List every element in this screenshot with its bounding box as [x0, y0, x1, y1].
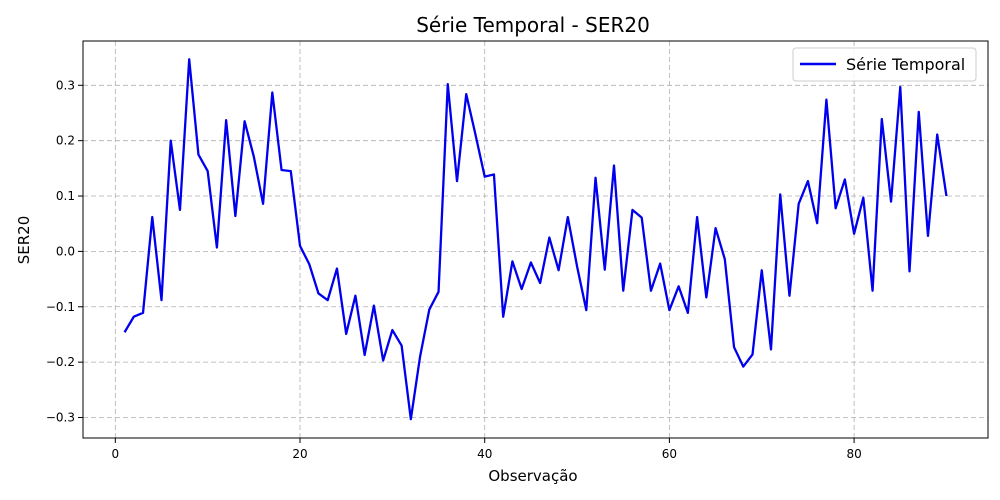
x-tick-label: 0	[112, 447, 120, 461]
x-tick-label: 60	[662, 447, 677, 461]
x-axis-ticks: 0 20 40 60 80	[112, 438, 862, 461]
plot-area-frame	[82, 40, 989, 439]
y-tick-label: 0.2	[56, 134, 75, 148]
x-axis-label: Observação	[488, 467, 577, 485]
y-tick-label: 0.0	[56, 244, 75, 258]
chart-title: Série Temporal - SER20	[416, 13, 650, 37]
series-layer	[123, 58, 948, 421]
y-axis-ticks: −0.3 −0.2 −0.1 0.0 0.1 0.2 0.3	[46, 78, 83, 425]
grid	[83, 41, 988, 438]
legend-box	[792, 47, 977, 82]
y-tick-label: −0.2	[46, 355, 75, 369]
y-tick-label: −0.3	[46, 411, 75, 425]
legend: Série Temporal	[792, 47, 977, 82]
x-tick-label: 40	[477, 447, 492, 461]
series-line	[123, 58, 948, 421]
x-tick-label: 20	[292, 447, 307, 461]
y-tick-label: 0.1	[56, 189, 75, 203]
y-tick-label: −0.1	[46, 300, 75, 314]
x-tick-label: 80	[846, 447, 861, 461]
legend-entry-label: Série Temporal	[846, 55, 965, 74]
y-tick-label: 0.3	[56, 78, 75, 92]
y-axis-label: SER20	[15, 216, 33, 265]
